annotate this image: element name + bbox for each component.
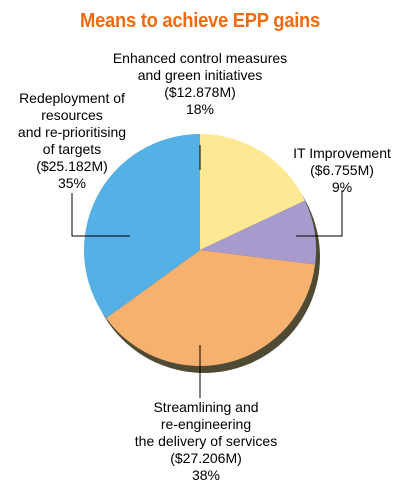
slice-amount: ($25.182M) — [36, 158, 108, 174]
slice-amount: ($27.206M) — [170, 450, 242, 466]
slice-label-line: IT Improvement — [293, 145, 391, 161]
slice-label-redeployment: Redeployment of resources and re-priorit… — [18, 90, 126, 192]
leader-redeployment — [71, 193, 130, 237]
slice-percent: 38% — [191, 467, 221, 483]
slice-label-line: the delivery of services — [134, 433, 278, 449]
slice-percent: 9% — [331, 179, 353, 195]
slice-percent: 35% — [57, 175, 87, 191]
slice-label-line: of targets — [42, 141, 102, 157]
slice-redeployment — [83, 134, 200, 319]
slice-label-enhanced-control: Enhanced control measures and green init… — [113, 50, 287, 118]
slice-label-line: Enhanced control measures — [112, 50, 288, 66]
slice-enhanced-control — [200, 134, 305, 250]
slice-amount: ($12.878M) — [164, 84, 236, 100]
slice-percent: 18% — [185, 101, 215, 117]
slice-label-line: Redeployment of — [19, 90, 125, 106]
slice-label-line: resources — [41, 107, 103, 123]
leader-it-improvement — [296, 190, 343, 237]
slice-label-line: Streamlining and — [153, 399, 259, 415]
slice-label-streamlining: Streamlining and re-engineering the deli… — [135, 399, 277, 484]
slice-label-line: and re-prioritising — [17, 124, 127, 140]
slice-label-line: re-engineering — [160, 416, 252, 432]
slice-label-it-improvement: IT Improvement ($6.755M) 9% — [293, 145, 391, 196]
slice-it-improvement — [200, 200, 317, 265]
slice-label-line: and green initiatives — [137, 67, 263, 83]
chart-title: Means to achieve EPP gains — [80, 10, 320, 32]
slice-amount: ($6.755M) — [310, 162, 374, 178]
slice-streamlining — [106, 250, 316, 367]
